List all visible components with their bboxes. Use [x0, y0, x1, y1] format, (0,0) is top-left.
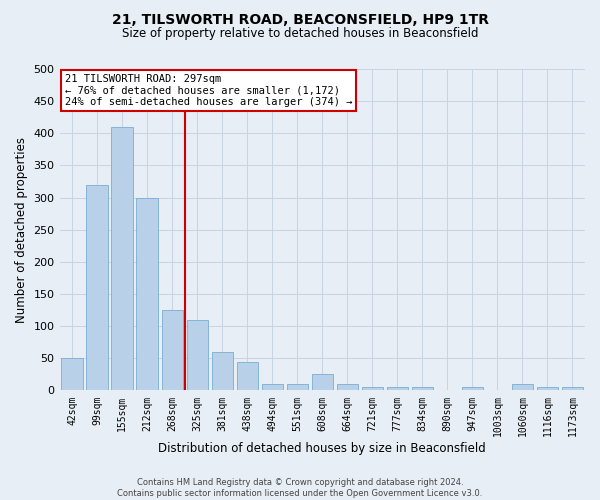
Bar	[512, 384, 533, 390]
Bar	[212, 352, 233, 391]
Bar	[136, 198, 158, 390]
Text: Size of property relative to detached houses in Beaconsfield: Size of property relative to detached ho…	[122, 28, 478, 40]
Bar	[387, 387, 408, 390]
Text: 21 TILSWORTH ROAD: 297sqm
← 76% of detached houses are smaller (1,172)
24% of se: 21 TILSWORTH ROAD: 297sqm ← 76% of detac…	[65, 74, 352, 107]
X-axis label: Distribution of detached houses by size in Beaconsfield: Distribution of detached houses by size …	[158, 442, 486, 455]
Bar	[161, 310, 183, 390]
Bar	[562, 387, 583, 390]
Bar	[537, 387, 558, 390]
Bar	[362, 387, 383, 390]
Bar	[311, 374, 333, 390]
Y-axis label: Number of detached properties: Number of detached properties	[15, 136, 28, 322]
Text: 21, TILSWORTH ROAD, BEACONSFIELD, HP9 1TR: 21, TILSWORTH ROAD, BEACONSFIELD, HP9 1T…	[112, 12, 488, 26]
Bar	[412, 387, 433, 390]
Bar	[262, 384, 283, 390]
Text: Contains HM Land Registry data © Crown copyright and database right 2024.
Contai: Contains HM Land Registry data © Crown c…	[118, 478, 482, 498]
Bar	[61, 358, 83, 390]
Bar	[462, 387, 483, 390]
Bar	[112, 127, 133, 390]
Bar	[287, 384, 308, 390]
Bar	[236, 362, 258, 390]
Bar	[337, 384, 358, 390]
Bar	[86, 184, 108, 390]
Bar	[187, 320, 208, 390]
